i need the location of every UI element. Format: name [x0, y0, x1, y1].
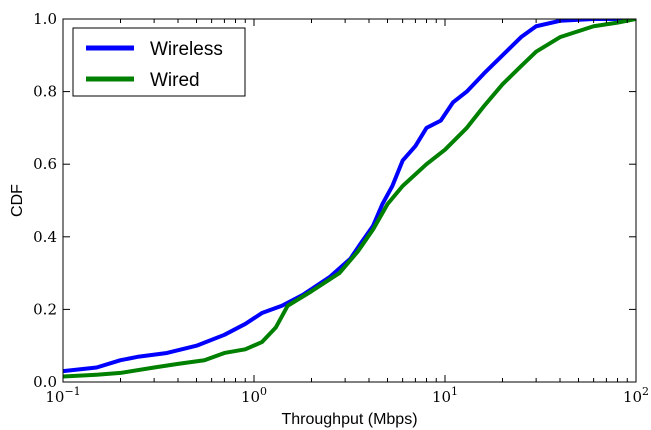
x-tick-label: 102 [623, 385, 649, 406]
legend-box [72, 27, 246, 97]
legend-label-wired: Wired [150, 70, 200, 91]
legend: Wireless Wired [72, 27, 246, 97]
y-tick-label: 0.0 [33, 373, 57, 391]
tick-labels-layer: 10−1 100 101 102 0.0 0.2 0.4 0.6 0.8 1.0 [33, 10, 649, 406]
y-axis-label: CDF [9, 184, 26, 217]
y-tick-label: 1.0 [33, 10, 57, 28]
y-tick-label: 0.8 [33, 83, 57, 101]
series-line-wired [63, 19, 636, 379]
y-tick-label: 0.2 [33, 300, 57, 318]
x-tick-label: 101 [432, 385, 458, 406]
series-line-wireless [63, 19, 636, 374]
x-axis-label: Throughput (Mbps) [281, 411, 417, 428]
legend-label-wireless: Wireless [150, 39, 223, 60]
x-tick-label: 10−1 [45, 385, 80, 406]
series-layer [63, 19, 636, 379]
x-tick-label: 100 [241, 385, 267, 406]
ticks-layer [62, 18, 637, 383]
y-tick-label: 0.4 [33, 228, 57, 246]
plot-frame [62, 18, 637, 383]
y-tick-label: 0.6 [33, 155, 57, 173]
